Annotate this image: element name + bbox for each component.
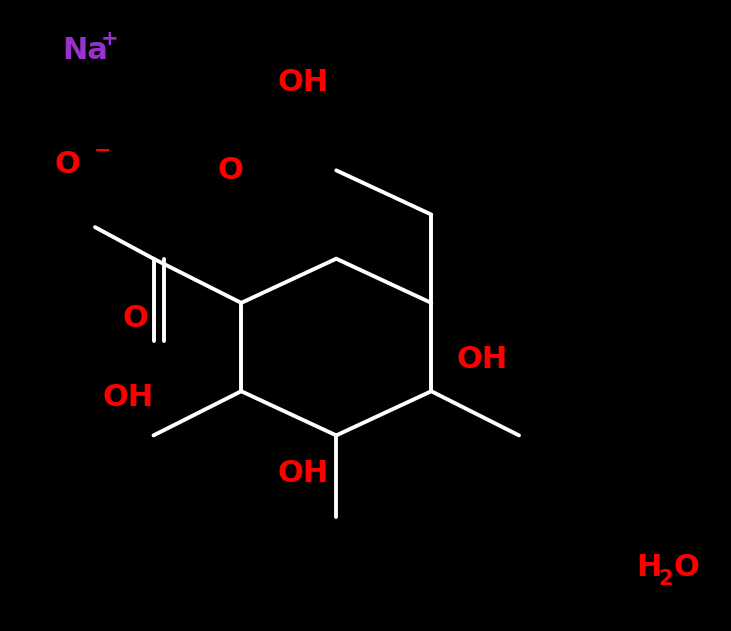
Text: H: H bbox=[636, 553, 662, 582]
Text: −: − bbox=[94, 140, 111, 160]
Text: Na: Na bbox=[62, 36, 108, 65]
Text: 2: 2 bbox=[658, 569, 673, 589]
Text: O: O bbox=[674, 553, 700, 582]
Text: OH: OH bbox=[457, 345, 508, 374]
Text: O: O bbox=[217, 156, 243, 185]
Text: OH: OH bbox=[278, 459, 329, 488]
Text: O: O bbox=[55, 150, 80, 179]
Text: OH: OH bbox=[102, 383, 154, 412]
Text: OH: OH bbox=[278, 68, 329, 97]
Text: O: O bbox=[122, 304, 148, 333]
Text: +: + bbox=[101, 29, 118, 49]
